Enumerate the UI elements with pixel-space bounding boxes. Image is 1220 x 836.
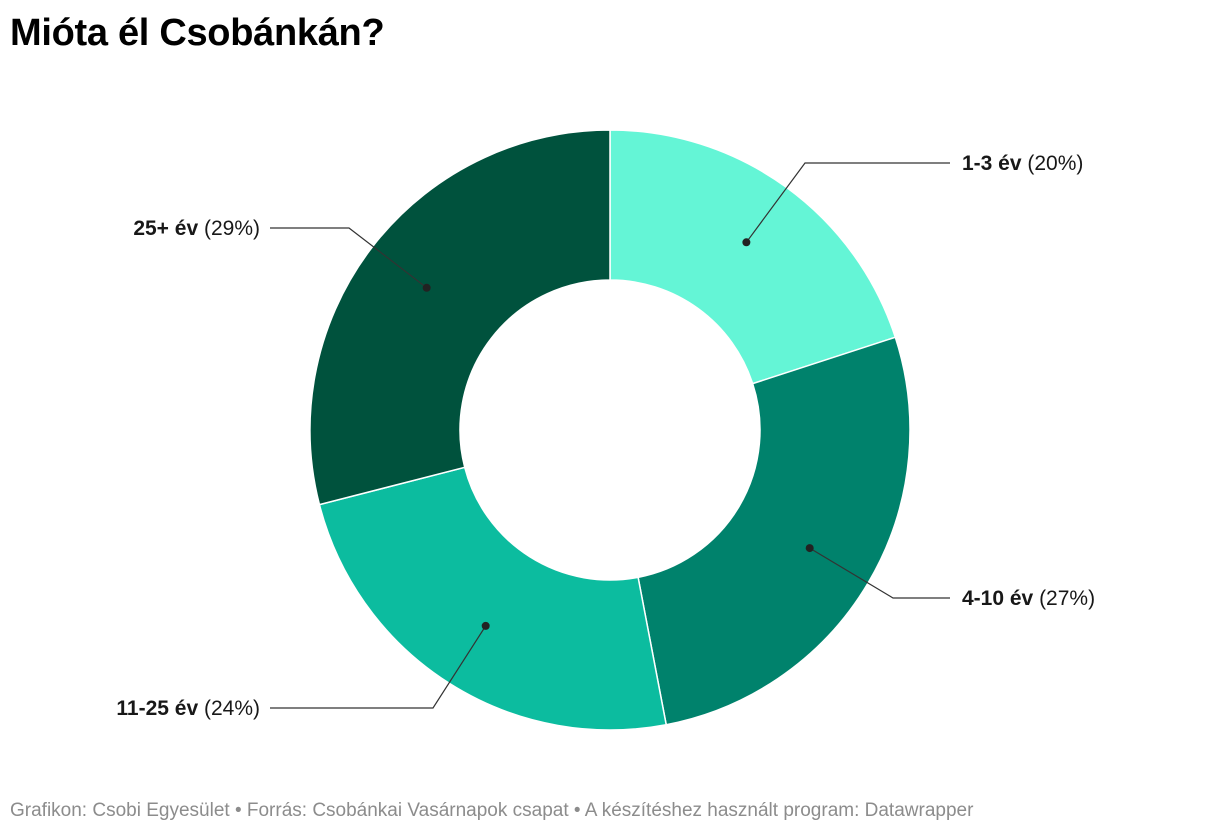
slice-label-4-10-v: 4-10 év (27%) [962,587,1095,610]
slice-label-name: 25+ év [133,217,198,240]
donut-slices [309,129,911,731]
slice-label-name: 11-25 év [116,697,198,720]
leader-line-1-3-v [745,162,950,243]
slice-labels: 1-3 év (20%) 4-10 év (27%) 11-25 év (24%) 2… [116,152,1095,720]
slice-label-value: (29%) [198,217,260,240]
leader-dot-1-3-v [742,238,751,247]
chart-footer: Grafikon: Csobi Egyesület • Forrás: Csob… [10,800,974,821]
chart-title: Mióta él Csobánkán? [10,12,385,54]
slice-label-value: (24%) [198,697,260,720]
leader-dot-11-25-v [481,621,490,630]
leader-dot-4-10-v [805,544,814,553]
slice-label-value: (20%) [1022,152,1084,175]
slice-label-value: (27%) [1033,587,1095,610]
slice-label-11-25-v: 11-25 év (24%) [116,697,260,720]
slice-11-25-v [318,466,668,731]
slice-label-name: 1-3 év [962,152,1022,175]
slice-label-1-3-v: 1-3 év (20%) [962,152,1083,175]
leader-line-11-25-v [270,625,487,709]
slice-label-25plus-v: 25+ év (29%) [133,217,260,240]
leader-line-25plus-v [270,227,428,289]
leader-dot-25plus-v [422,283,431,292]
slice-25plus-v [309,129,611,506]
slice-1-3-v [609,129,897,385]
slice-label-name: 4-10 év [962,587,1034,610]
leader-line-4-10-v [809,547,950,599]
leader-lines [270,162,950,709]
slice-4-10-v [637,336,911,726]
donut-chart: 1-3 év (20%) 4-10 év (27%) 11-25 év (24%) 2… [116,129,1095,731]
